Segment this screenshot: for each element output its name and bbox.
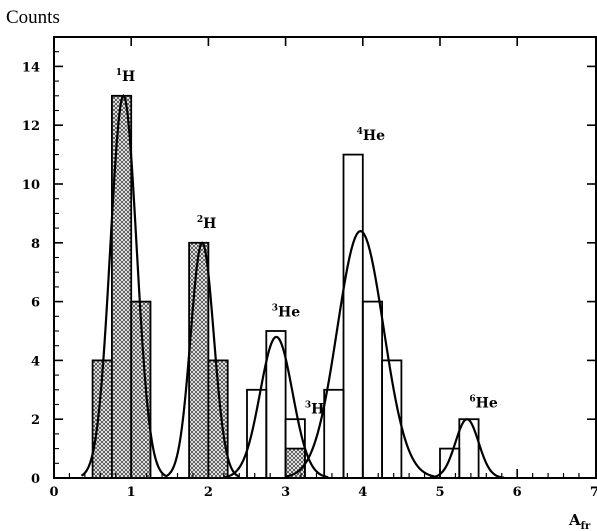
- x-axis-label-main: A: [568, 511, 581, 529]
- peak-label-element: He: [476, 395, 498, 411]
- open-bar-8: [458, 418, 480, 479]
- histogram-bars: [91, 94, 480, 479]
- open-bar-4: [342, 153, 364, 479]
- hatched-bar-3: [188, 241, 210, 479]
- open-bar-1: [265, 330, 287, 479]
- y-axis-label: Counts: [6, 7, 60, 28]
- x-axis-label-subscript: fr: [581, 521, 591, 531]
- peak-label-superscript: 2: [197, 215, 203, 225]
- y-tick-label: 4: [31, 354, 40, 369]
- fit-curve-4: [429, 418, 505, 479]
- open-bar-5: [361, 300, 383, 479]
- fit-curve-2: [224, 335, 329, 479]
- y-tick-label: 6: [31, 296, 40, 311]
- x-tick-label: 0: [49, 485, 58, 500]
- peak-label-2: 3He: [272, 303, 300, 320]
- y-tick-label: 8: [31, 237, 40, 252]
- open-bar-3: [323, 388, 345, 479]
- y-tick-label: 2: [31, 413, 40, 428]
- x-axis-label: Afr: [568, 511, 591, 531]
- peak-label-superscript: 4: [357, 127, 363, 137]
- peak-label-superscript: 1: [116, 68, 122, 78]
- y-tick-label: 14: [22, 60, 40, 75]
- fit-curve-1: [164, 241, 240, 478]
- peak-label-element: H: [311, 401, 324, 417]
- peak-label-superscript: 3: [272, 303, 278, 313]
- peak-label-element: He: [363, 128, 385, 144]
- peak-label-element: He: [278, 304, 300, 320]
- x-tick-label: 7: [590, 485, 597, 500]
- open-bar-7: [439, 447, 461, 479]
- x-tick-label: 6: [513, 485, 522, 500]
- open-bar-6: [381, 359, 403, 479]
- peak-label-element: H: [203, 216, 216, 232]
- peak-label-1: 2H: [197, 215, 217, 232]
- hatched-bar-4: [207, 359, 229, 479]
- fit-curve-0: [80, 94, 167, 477]
- peak-label-5: 6He: [469, 394, 497, 411]
- peak-label-4: 4He: [357, 127, 385, 144]
- y-tick-label: 0: [31, 472, 40, 487]
- y-tick-label: 10: [22, 178, 40, 193]
- open-bar-0: [246, 388, 268, 479]
- peak-label-3: 3H: [305, 400, 325, 417]
- fit-curve-3: [286, 229, 435, 478]
- peak-label-element: H: [122, 69, 135, 85]
- peak-label-superscript: 3: [305, 400, 311, 410]
- x-tick-label: 3: [281, 485, 290, 500]
- fit-curves: [80, 94, 505, 479]
- y-tick-label: 12: [22, 119, 40, 134]
- peak-label-superscript: 6: [469, 394, 475, 404]
- x-tick-label: 2: [204, 485, 213, 500]
- peak-label-0: 1H: [116, 68, 136, 85]
- hatched-bar-1: [111, 94, 133, 479]
- x-tick-label: 4: [358, 485, 367, 500]
- x-tick-label: 1: [127, 485, 136, 500]
- x-tick-label: 5: [435, 485, 444, 500]
